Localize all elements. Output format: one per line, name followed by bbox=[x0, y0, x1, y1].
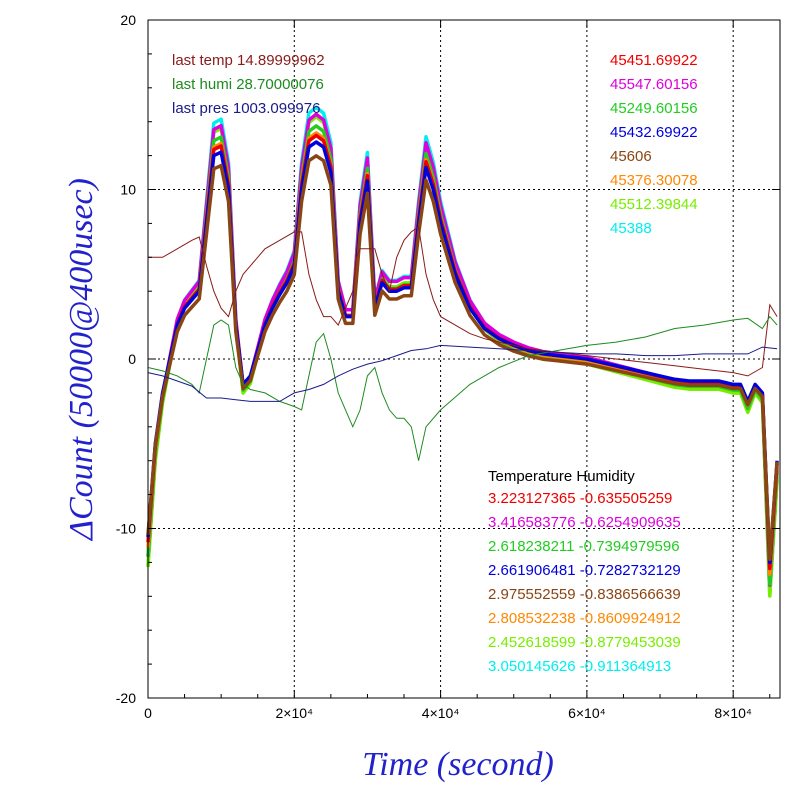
x-tick-label: 0 bbox=[144, 705, 152, 721]
series-lines bbox=[146, 105, 779, 598]
environment-label: last temp 14.89999962 bbox=[172, 52, 325, 69]
y-tick-label: 0 bbox=[128, 351, 136, 367]
x-tick-label: 8×10⁴ bbox=[714, 705, 752, 721]
count-label: 45249.60156 bbox=[610, 100, 698, 117]
coefficient-label: 2.452618599 -0.8779453039 bbox=[488, 634, 681, 651]
x-tick-label: 2×10⁴ bbox=[276, 705, 314, 721]
y-tick-label: 20 bbox=[120, 12, 136, 28]
axis-ticks: 0 2×10⁴ 4×10⁴ 6×10⁴ 8×10⁴ 20 10 0 -10 -20 bbox=[116, 12, 780, 721]
y-axis-label: ΔCount (50000@400usec) bbox=[63, 178, 100, 542]
count-label: 45512.39844 bbox=[610, 196, 698, 213]
count-series-line-8 bbox=[146, 154, 779, 562]
x-tick-label: 4×10⁴ bbox=[422, 705, 460, 721]
humidity-line bbox=[147, 315, 778, 461]
coefficient-label: 3.050145626 -0.911364913 bbox=[488, 658, 671, 675]
count-label: 45451.69922 bbox=[610, 52, 698, 69]
temperature-line bbox=[148, 225, 778, 377]
y-tick-label: -10 bbox=[116, 521, 136, 537]
x-axis-label: Time (second) bbox=[362, 746, 554, 783]
y-tick-label: -20 bbox=[116, 690, 136, 706]
environment-label: last pres 1003.099976 bbox=[172, 100, 320, 117]
coefficient-header: Temperature Humidity bbox=[488, 468, 635, 485]
count-label: 45388 bbox=[610, 220, 652, 237]
y-tick-label: 10 bbox=[120, 182, 136, 198]
coefficient-label: 2.975552559 -0.8386566639 bbox=[488, 586, 681, 603]
grid bbox=[148, 20, 780, 698]
environment-label: last humi 28.70000076 bbox=[172, 76, 324, 93]
count-label: 45376.30078 bbox=[610, 172, 698, 189]
count-label: 45432.69922 bbox=[610, 124, 698, 141]
coefficient-label: 2.661906481 -0.7282732129 bbox=[488, 562, 681, 579]
annotations: last temp 14.89999962 last humi 28.700000… bbox=[172, 52, 698, 675]
coefficient-label: 3.416583776 -0.6254909635 bbox=[488, 514, 681, 531]
x-tick-label: 6×10⁴ bbox=[568, 705, 606, 721]
count-label: 45547.60156 bbox=[610, 76, 698, 93]
coefficient-label: 3.223127365 -0.635505259 bbox=[488, 490, 672, 507]
coefficient-label: 2.618238211 -0.7394979596 bbox=[488, 538, 680, 555]
count-label: 45606 bbox=[610, 148, 652, 165]
coefficient-label: 2.808532238 -0.8609924912 bbox=[488, 610, 681, 627]
pressure-line bbox=[147, 344, 778, 402]
